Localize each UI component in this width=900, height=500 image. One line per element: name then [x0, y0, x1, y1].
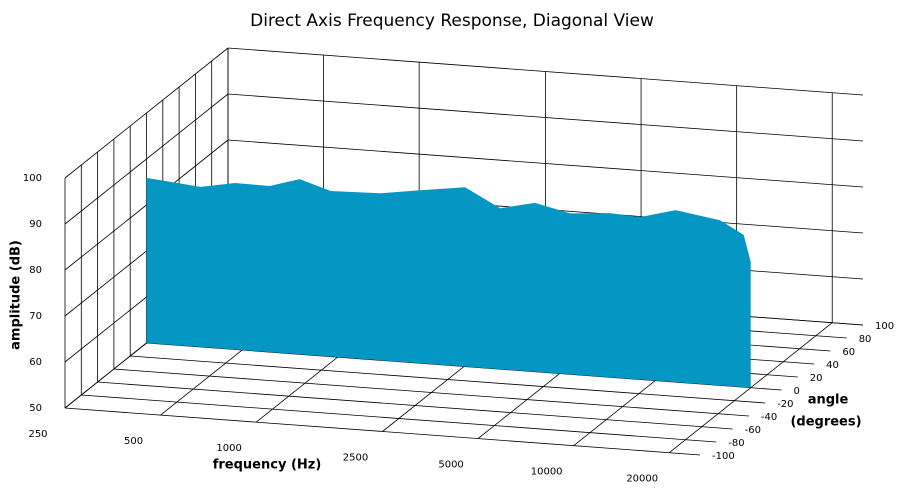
z-tick-label: 100 [875, 321, 894, 332]
grid-line [130, 355, 766, 404]
x-tick-label: 250 [28, 429, 47, 440]
z-tick-label: 0 [794, 386, 800, 397]
response-area [146, 177, 751, 388]
z-axis-title: (degrees) [790, 415, 861, 430]
z-tick-label: 80 [859, 334, 872, 345]
y-tick-label: 100 [23, 173, 42, 184]
x-axis-title: frequency (Hz) [213, 458, 322, 473]
z-tick-label: -100 [712, 451, 735, 462]
grid-line [64, 407, 701, 456]
y-tick-label: 80 [29, 265, 42, 276]
z-tick-label: 40 [826, 360, 839, 371]
grid-line [227, 93, 864, 142]
grid-line [97, 381, 733, 430]
z-tick-label: -60 [745, 425, 761, 436]
x-tick-label: 1000 [216, 443, 241, 454]
y-tick-label: 90 [29, 219, 42, 230]
z-tick-label: -80 [728, 438, 744, 449]
x-tick-label: 2500 [343, 453, 368, 464]
z-tick-label: -20 [777, 399, 793, 410]
y-tick-label: 60 [29, 357, 42, 368]
z-tick-label: -40 [761, 412, 777, 423]
grid-line [227, 47, 864, 96]
z-tick-label: 20 [810, 373, 823, 384]
grid-line [113, 368, 749, 417]
y-tick-label: 50 [29, 403, 42, 414]
x-tick-label: 20000 [626, 474, 658, 485]
z-axis-title: angle [808, 393, 849, 408]
y-tick-label: 70 [29, 311, 42, 322]
x-tick-label: 5000 [438, 460, 463, 471]
z-tick-label: 60 [842, 347, 855, 358]
x-tick-label: 500 [124, 436, 143, 447]
y-axis-title: amplitude (dB) [9, 240, 24, 350]
chart-title: Direct Axis Frequency Response, Diagonal… [250, 11, 654, 31]
x-tick-label: 10000 [531, 467, 563, 478]
grid-line [227, 139, 864, 188]
grid-line [81, 394, 717, 443]
